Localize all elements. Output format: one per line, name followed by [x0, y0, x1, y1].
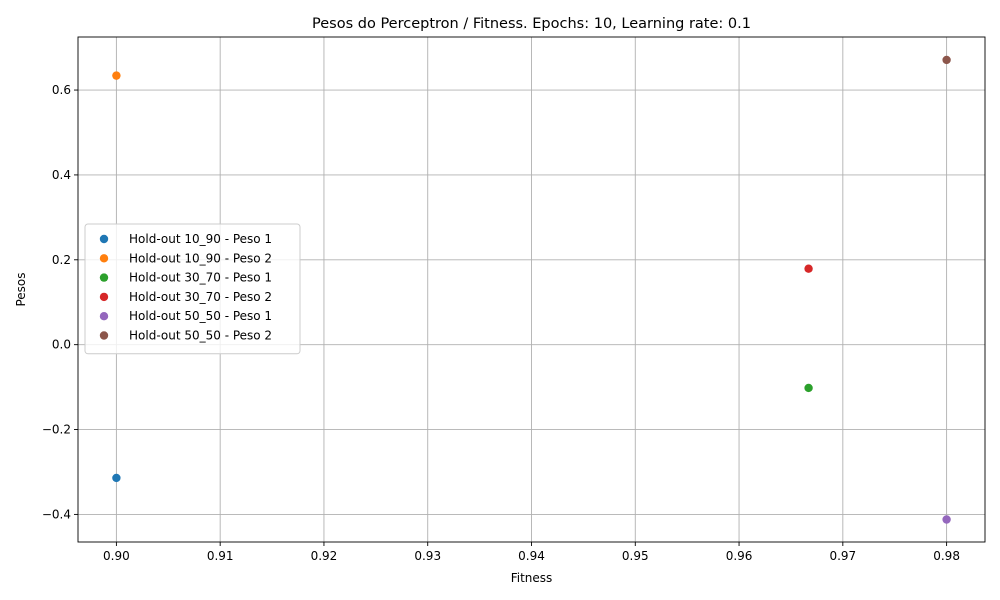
- x-tick-label: 0.94: [518, 549, 545, 563]
- legend-marker: [99, 292, 109, 302]
- legend: Hold-out 10_90 - Peso 1 Hold-out 10_90 - …: [84, 223, 301, 355]
- data-point: [804, 383, 813, 393]
- legend-marker: [99, 312, 109, 321]
- legend-marker: [99, 254, 109, 263]
- y-tick-label: 0.0: [52, 338, 71, 352]
- x-tick-label: 0.92: [311, 549, 338, 563]
- y-tick-label: −0.2: [42, 423, 71, 437]
- data-points: [112, 55, 951, 524]
- data-point: [942, 515, 951, 524]
- data-point: [112, 71, 121, 80]
- legend-marker: [99, 331, 109, 340]
- data-point: [942, 55, 951, 65]
- y-axis-ticks: −0.4 −0.2 0.0 0.2 0.4 0.6: [42, 83, 78, 521]
- x-tick-label: 0.90: [103, 549, 130, 563]
- legend-marker: [99, 234, 109, 244]
- x-tick-label: 0.93: [414, 549, 441, 563]
- y-tick-label: −0.4: [42, 507, 71, 521]
- chart-title: Pesos do Perceptron / Fitness. Epochs: 1…: [312, 16, 751, 32]
- y-tick-label: 0.2: [52, 253, 71, 267]
- data-point: [112, 473, 121, 483]
- legend-label: Hold-out 10_90 - Peso 2: [129, 251, 272, 265]
- legend-marker: [99, 273, 109, 282]
- y-axis-title: Pesos: [14, 272, 28, 306]
- x-axis-title: Fitness: [511, 571, 553, 585]
- legend-label: Hold-out 30_70 - Peso 1: [129, 271, 272, 285]
- x-tick-label: 0.91: [207, 549, 234, 563]
- x-tick-label: 0.97: [829, 549, 856, 563]
- legend-label: Hold-out 50_50 - Peso 1: [129, 309, 272, 323]
- x-tick-label: 0.98: [933, 549, 960, 563]
- legend-label: Hold-out 50_50 - Peso 2: [129, 329, 272, 343]
- legend-label: Hold-out 30_70 - Peso 2: [129, 290, 272, 304]
- legend-label: Hold-out 10_90 - Peso 1: [129, 232, 272, 246]
- y-tick-label: 0.4: [52, 168, 71, 182]
- grid: [78, 37, 985, 542]
- x-tick-label: 0.96: [726, 549, 753, 563]
- y-tick-label: 0.6: [52, 83, 71, 97]
- x-tick-label: 0.95: [622, 549, 649, 563]
- data-point: [804, 264, 813, 273]
- legend-box: [84, 223, 301, 355]
- x-axis-ticks: 0.90 0.91 0.92 0.93 0.94 0.95 0.96 0.97 0.98: [103, 542, 960, 563]
